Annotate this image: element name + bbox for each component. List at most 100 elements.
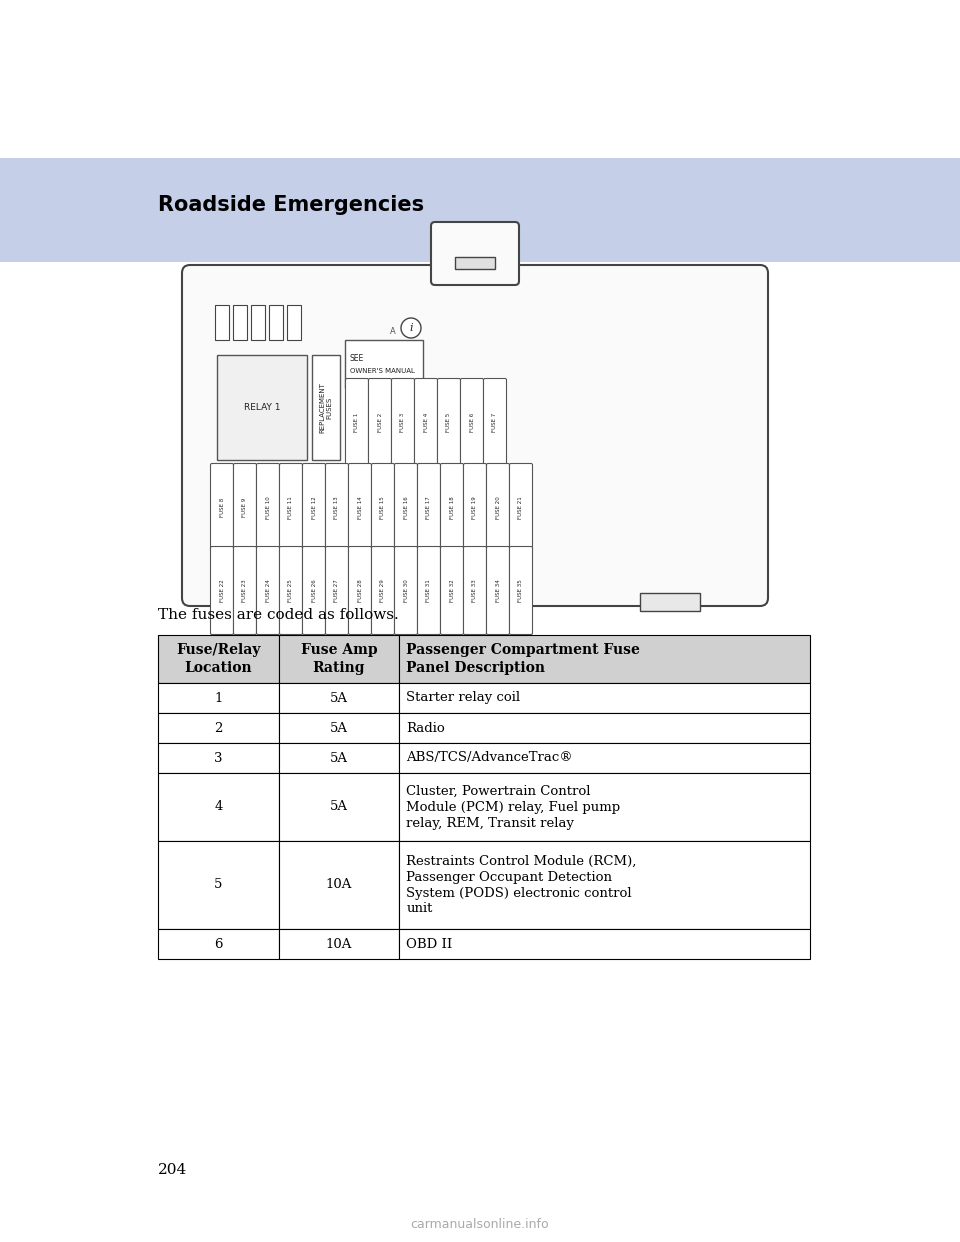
Text: 4: 4 <box>214 801 223 814</box>
FancyBboxPatch shape <box>464 546 487 635</box>
Text: FUSE 25: FUSE 25 <box>289 579 294 602</box>
Bar <box>455 257 495 270</box>
FancyBboxPatch shape <box>372 463 395 551</box>
Text: FUSE 31: FUSE 31 <box>426 579 431 602</box>
Text: A: A <box>390 328 396 337</box>
Bar <box>158 635 278 683</box>
Bar <box>278 929 399 959</box>
Text: FUSE 3: FUSE 3 <box>400 412 405 432</box>
Text: 204: 204 <box>158 1163 187 1177</box>
FancyBboxPatch shape <box>484 379 507 467</box>
Bar <box>158 713 278 743</box>
Text: Radio: Radio <box>406 722 445 734</box>
Bar <box>158 929 278 959</box>
Bar <box>215 306 229 340</box>
Bar <box>269 306 283 340</box>
Text: Fuse/Relay
Location: Fuse/Relay Location <box>176 643 260 674</box>
Bar <box>399 841 810 929</box>
FancyBboxPatch shape <box>418 546 441 635</box>
Text: 10A: 10A <box>325 878 352 892</box>
Text: Cluster, Powertrain Control
Module (PCM) relay, Fuel pump
relay, REM, Transit re: Cluster, Powertrain Control Module (PCM)… <box>406 785 620 830</box>
Text: FUSE 7: FUSE 7 <box>492 412 497 432</box>
FancyBboxPatch shape <box>438 379 461 467</box>
Text: ABS/TCS/AdvanceTrac®: ABS/TCS/AdvanceTrac® <box>406 751 573 765</box>
Circle shape <box>401 318 421 338</box>
Bar <box>158 683 278 713</box>
FancyBboxPatch shape <box>256 546 279 635</box>
Text: FUSE 22: FUSE 22 <box>220 579 225 602</box>
Text: FUSE 14: FUSE 14 <box>357 496 363 519</box>
FancyBboxPatch shape <box>392 379 415 467</box>
FancyBboxPatch shape <box>487 546 510 635</box>
Text: FUSE 34: FUSE 34 <box>495 579 500 602</box>
Text: Fuse Amp
Rating: Fuse Amp Rating <box>300 643 377 674</box>
Text: 5A: 5A <box>330 801 348 814</box>
Text: OWNER'S MANUAL: OWNER'S MANUAL <box>350 368 415 374</box>
Bar <box>278 841 399 929</box>
Text: 10A: 10A <box>325 938 352 950</box>
Text: 3: 3 <box>214 751 223 765</box>
Text: FUSE 35: FUSE 35 <box>518 579 523 602</box>
FancyBboxPatch shape <box>302 463 325 551</box>
Text: FUSE 29: FUSE 29 <box>380 579 386 602</box>
Text: REPLACEMENT
FUSES: REPLACEMENT FUSES <box>320 383 333 433</box>
Bar <box>278 713 399 743</box>
FancyBboxPatch shape <box>510 463 533 551</box>
Bar <box>278 683 399 713</box>
FancyBboxPatch shape <box>415 379 438 467</box>
Text: FUSE 26: FUSE 26 <box>311 579 317 602</box>
Text: FUSE 23: FUSE 23 <box>243 579 248 602</box>
FancyBboxPatch shape <box>431 222 519 284</box>
Bar <box>158 841 278 929</box>
Bar <box>399 929 810 959</box>
Text: The fuses are coded as follows.: The fuses are coded as follows. <box>158 609 398 622</box>
FancyBboxPatch shape <box>325 463 348 551</box>
Bar <box>278 635 399 683</box>
FancyBboxPatch shape <box>461 379 484 467</box>
Text: FUSE 17: FUSE 17 <box>426 496 431 519</box>
Bar <box>287 306 301 340</box>
FancyBboxPatch shape <box>464 463 487 551</box>
FancyBboxPatch shape <box>182 265 768 606</box>
FancyBboxPatch shape <box>487 463 510 551</box>
Bar <box>233 306 247 340</box>
Text: FUSE 12: FUSE 12 <box>311 496 317 519</box>
Text: FUSE 20: FUSE 20 <box>495 496 500 519</box>
Text: FUSE 33: FUSE 33 <box>472 579 477 602</box>
Bar <box>345 340 423 388</box>
FancyBboxPatch shape <box>210 463 233 551</box>
Bar <box>640 592 700 611</box>
Text: FUSE 5: FUSE 5 <box>446 412 451 432</box>
Text: FUSE 1: FUSE 1 <box>354 412 359 432</box>
FancyBboxPatch shape <box>395 463 418 551</box>
Bar <box>399 635 810 683</box>
FancyBboxPatch shape <box>369 379 392 467</box>
Text: Starter relay coil: Starter relay coil <box>406 692 520 704</box>
Text: FUSE 19: FUSE 19 <box>472 496 477 519</box>
Bar <box>158 743 278 773</box>
Bar <box>399 773 810 841</box>
Text: 6: 6 <box>214 938 223 950</box>
Bar <box>278 743 399 773</box>
FancyBboxPatch shape <box>348 463 372 551</box>
FancyBboxPatch shape <box>372 546 395 635</box>
FancyBboxPatch shape <box>418 463 441 551</box>
Text: 2: 2 <box>214 722 223 734</box>
Bar <box>399 683 810 713</box>
Text: 5A: 5A <box>330 751 348 765</box>
Text: carmanualsonline.info: carmanualsonline.info <box>411 1218 549 1232</box>
FancyBboxPatch shape <box>346 379 369 467</box>
Text: FUSE 24: FUSE 24 <box>266 579 271 602</box>
Text: Roadside Emergencies: Roadside Emergencies <box>158 195 424 215</box>
FancyBboxPatch shape <box>279 463 302 551</box>
Text: FUSE 8: FUSE 8 <box>220 498 225 517</box>
Text: FUSE 13: FUSE 13 <box>334 496 340 519</box>
FancyBboxPatch shape <box>279 546 302 635</box>
Text: FUSE 21: FUSE 21 <box>518 496 523 519</box>
Text: FUSE 10: FUSE 10 <box>266 496 271 519</box>
Text: 5A: 5A <box>330 692 348 704</box>
Bar <box>399 713 810 743</box>
Bar <box>0 158 960 262</box>
Text: 5A: 5A <box>330 722 348 734</box>
Bar <box>399 743 810 773</box>
